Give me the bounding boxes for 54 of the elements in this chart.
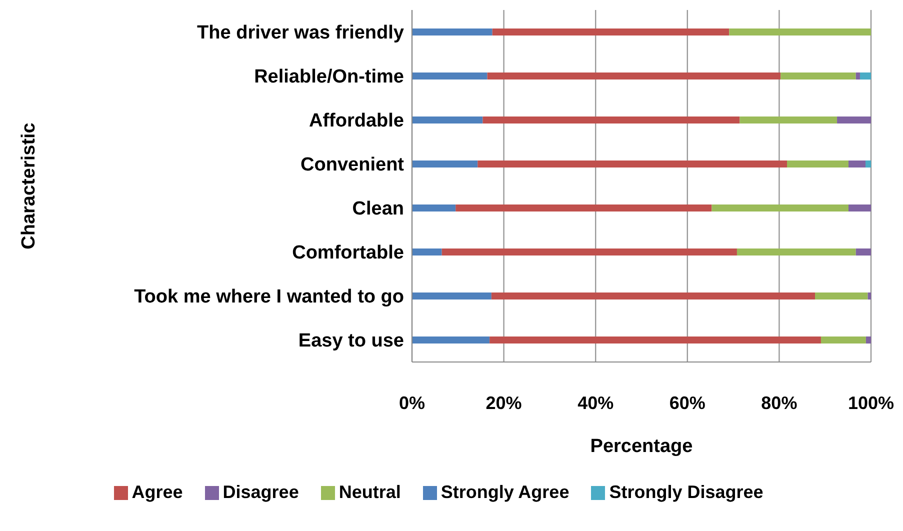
bar xyxy=(492,28,730,36)
legend-label: Neutral xyxy=(338,482,401,502)
bar xyxy=(412,72,488,80)
y-tick-label: Comfortable xyxy=(292,242,404,264)
bar xyxy=(848,204,871,212)
bar xyxy=(412,160,478,168)
bar xyxy=(815,292,868,300)
bar xyxy=(412,248,442,256)
bar xyxy=(848,160,866,168)
bar xyxy=(837,116,871,124)
bar xyxy=(412,116,483,124)
y-tick-label: Reliable/On-time xyxy=(254,66,404,88)
bar xyxy=(491,292,815,300)
bar xyxy=(412,336,490,344)
y-tick-label: The driver was friendly xyxy=(197,22,404,44)
y-tick-label: Affordable xyxy=(309,110,404,132)
legend-label: Agree xyxy=(132,482,183,502)
legend-label: Strongly Agree xyxy=(440,482,570,502)
bar xyxy=(866,336,871,344)
bar xyxy=(412,28,492,36)
bar xyxy=(868,292,871,300)
legend-label: Disagree xyxy=(222,482,299,502)
x-tick-label: 80% xyxy=(761,392,798,413)
x-tick-label: 60% xyxy=(669,392,706,413)
bar xyxy=(712,204,849,212)
bar xyxy=(478,160,788,168)
x-tick-label: 100% xyxy=(848,392,894,413)
bar xyxy=(482,116,740,124)
x-tick-label: 20% xyxy=(486,392,522,413)
bar xyxy=(865,160,871,168)
bar xyxy=(856,248,871,256)
bar xyxy=(729,28,871,36)
bar xyxy=(490,336,821,344)
bar xyxy=(456,204,712,212)
legend-label: Strongly Disagree xyxy=(609,482,764,502)
bar xyxy=(736,248,856,256)
y-tick-label: Clean xyxy=(352,198,404,220)
bar xyxy=(780,72,856,80)
x-tick-label: 0% xyxy=(398,392,426,413)
x-tick-label: 40% xyxy=(578,392,614,413)
bar xyxy=(487,72,781,80)
bar xyxy=(787,160,849,168)
y-tick-label: Convenient xyxy=(300,154,405,176)
x-axis-title: Percentage xyxy=(590,436,693,457)
bar xyxy=(412,204,456,212)
bar xyxy=(412,292,492,300)
bar xyxy=(740,116,838,124)
bar xyxy=(442,248,737,256)
y-axis-title: Characteristic xyxy=(18,122,40,250)
y-tick-label: Took me where I wanted to go xyxy=(134,286,404,308)
bar xyxy=(860,72,871,80)
bar xyxy=(856,72,860,80)
y-tick-label: Easy to use xyxy=(298,330,404,352)
bar xyxy=(820,336,866,344)
